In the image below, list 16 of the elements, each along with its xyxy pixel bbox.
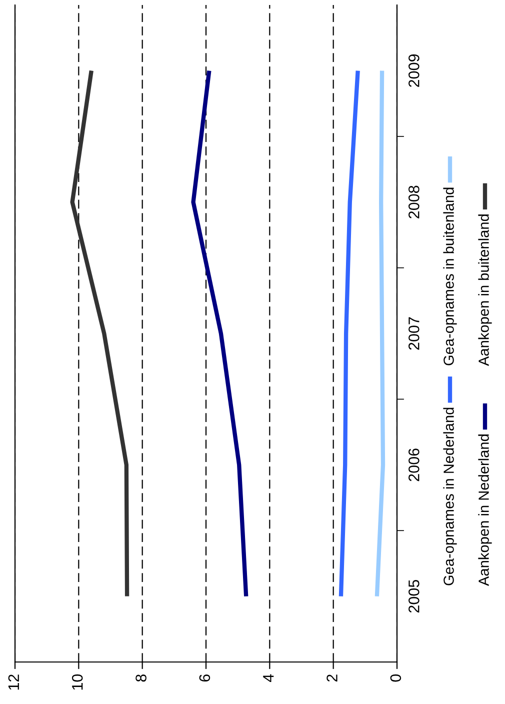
x-tick-label: 0 <box>390 674 402 682</box>
y-tick-label: 2009 <box>408 54 420 87</box>
x-tick-label: 8 <box>136 674 146 682</box>
legend-label: Aankopen in Nederland <box>478 434 492 586</box>
y-tick-label: 2006 <box>408 448 420 482</box>
y-tick-label: 2005 <box>408 580 420 613</box>
x-tick-label: 6 <box>199 674 210 682</box>
x-tick-label: 10 <box>72 674 83 690</box>
x-tick-label: 2 <box>326 674 338 682</box>
y-tick-label: 2008 <box>408 186 420 218</box>
x-tick-label: 4 <box>263 674 274 682</box>
x-tick-label: 12 <box>8 674 19 690</box>
legend-label: Gea-opnames in buitenland <box>443 188 457 366</box>
legend-label: Gea-opnames in Nederland <box>443 408 457 586</box>
y-tick-label: 2007 <box>408 317 420 350</box>
legend-label: Aankopen in buitenland <box>478 214 492 366</box>
